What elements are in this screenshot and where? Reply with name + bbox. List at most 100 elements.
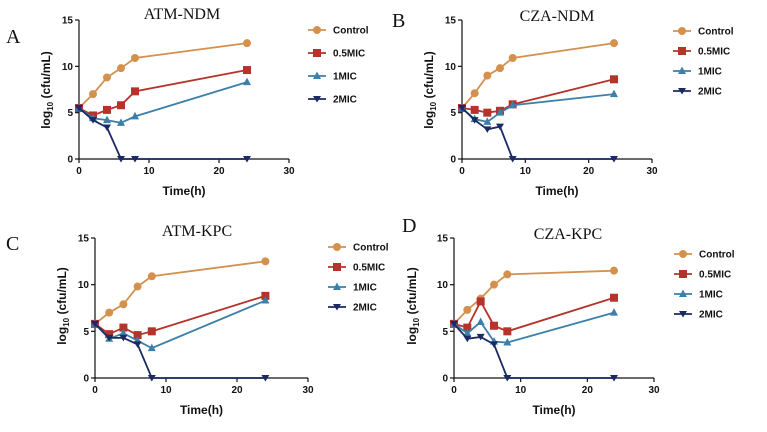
panel-label: A bbox=[6, 26, 21, 48]
legend-label-2mic: 2MIC bbox=[699, 310, 723, 321]
data-point-control bbox=[147, 272, 156, 281]
data-point-0-5mic bbox=[610, 75, 618, 84]
legend-label-0-5mic: 0.5MIC bbox=[698, 47, 730, 58]
series-line-2mic bbox=[78, 107, 247, 160]
chart-title: ATM-KPC bbox=[162, 223, 232, 240]
data-point-control bbox=[261, 257, 270, 266]
chart-panel-a: 0 5 10 15 0 10 20 30 Time(h) log10 (cfu/mL) ATM-ND… bbox=[6, 6, 369, 198]
data-point-control bbox=[243, 39, 251, 48]
legend-marker-0-5mic bbox=[333, 263, 341, 271]
data-point-2mic bbox=[496, 123, 504, 131]
x-tick-label: 0 bbox=[76, 166, 82, 177]
data-point-1mic bbox=[119, 328, 128, 337]
x-tick-label: 20 bbox=[583, 166, 595, 177]
data-point-control bbox=[117, 64, 125, 73]
data-point-0-5mic bbox=[133, 331, 142, 340]
legend-label-1mic: 1MIC bbox=[698, 67, 722, 78]
data-point-2mic bbox=[89, 117, 97, 124]
panel-label: D bbox=[402, 215, 416, 237]
data-point-1mic bbox=[476, 317, 485, 325]
data-point-1mic bbox=[261, 296, 270, 304]
x-tick-label: 0 bbox=[459, 166, 465, 177]
y-axis-label: log10 (cfu/mL) bbox=[422, 51, 438, 129]
legend-marker-1mic bbox=[679, 289, 687, 297]
series-line-control bbox=[94, 260, 266, 325]
legend-label-2mic: 2MIC bbox=[333, 95, 357, 106]
data-point-1mic bbox=[117, 118, 125, 126]
data-point-control bbox=[610, 266, 618, 275]
legend-label-0-5mic: 0.5MIC bbox=[353, 263, 385, 274]
data-point-2mic bbox=[91, 320, 99, 328]
series-line-1mic bbox=[453, 311, 615, 344]
x-tick-label: 0 bbox=[92, 385, 98, 396]
chart-title: CZA-NDM bbox=[520, 8, 595, 25]
data-point-0-5mic bbox=[117, 101, 125, 110]
data-point-control bbox=[463, 305, 472, 314]
data-point-2mic bbox=[610, 156, 618, 163]
panel-label: C bbox=[6, 233, 19, 255]
data-point-0-5mic bbox=[470, 105, 479, 114]
legend-marker-1mic bbox=[678, 66, 686, 74]
series-line-1mic bbox=[78, 81, 248, 124]
legend-label-1mic: 1MIC bbox=[333, 72, 357, 83]
series-line-2mic bbox=[94, 323, 266, 379]
y-tick-label: 15 bbox=[78, 234, 90, 245]
data-point-2mic bbox=[117, 156, 125, 163]
data-point-control bbox=[503, 270, 512, 279]
data-point-1mic bbox=[508, 100, 517, 109]
data-point-1mic bbox=[103, 115, 111, 124]
y-tick-label: 15 bbox=[62, 16, 74, 27]
data-point-control bbox=[496, 64, 504, 73]
x-tick-label: 20 bbox=[582, 385, 594, 396]
legend-label-control: Control bbox=[353, 243, 389, 254]
y-tick-label: 0 bbox=[83, 374, 89, 385]
x-tick-label: 0 bbox=[451, 385, 457, 396]
data-point-2mic bbox=[476, 333, 485, 341]
data-point-1mic bbox=[483, 117, 492, 125]
data-point-2mic bbox=[470, 117, 479, 124]
data-point-2mic bbox=[103, 124, 111, 131]
y-tick-label: 5 bbox=[450, 108, 456, 119]
legend-marker-1mic bbox=[313, 71, 321, 79]
data-point-control bbox=[483, 71, 492, 80]
legend-label-2mic: 2MIC bbox=[698, 87, 722, 98]
data-point-0-5mic bbox=[503, 327, 512, 336]
data-point-2mic bbox=[261, 375, 270, 382]
data-point-control bbox=[105, 308, 114, 317]
data-point-0-5mic bbox=[103, 105, 111, 114]
y-tick-label: 0 bbox=[442, 374, 448, 385]
y-tick-label: 15 bbox=[445, 16, 457, 27]
x-tick-label: 30 bbox=[648, 385, 660, 396]
data-point-0-5mic bbox=[131, 87, 139, 96]
legend-label-1mic: 1MIC bbox=[699, 290, 723, 301]
data-point-1mic bbox=[243, 77, 251, 86]
legend-label-0-5mic: 0.5MIC bbox=[333, 49, 365, 60]
chart-panel-c: 0 5 10 15 0 10 20 30 Time(h) log10 (cfu/mL) ATM-KP… bbox=[6, 223, 389, 417]
x-tick-label: 30 bbox=[283, 166, 295, 177]
data-point-2mic bbox=[610, 375, 618, 382]
legend-marker-2mic bbox=[678, 88, 686, 95]
legend-label-control: Control bbox=[698, 27, 734, 38]
data-point-1mic bbox=[496, 108, 504, 116]
chart-title: CZA-KPC bbox=[534, 226, 602, 243]
x-tick-label: 10 bbox=[520, 166, 532, 177]
data-point-2mic bbox=[119, 334, 128, 342]
legend-marker-2mic bbox=[333, 304, 341, 311]
chart-panel-b: 0 5 10 15 0 10 20 30 Time(h) log10 (cfu/mL) CZA-ND… bbox=[392, 8, 734, 198]
legend-label-1mic: 1MIC bbox=[353, 283, 377, 294]
data-point-control bbox=[508, 53, 517, 62]
legend-marker-2mic bbox=[313, 96, 321, 103]
data-point-0-5mic bbox=[105, 330, 114, 339]
x-axis-label: Time(h) bbox=[532, 403, 575, 417]
x-axis-label: Time(h) bbox=[162, 184, 205, 198]
data-point-control bbox=[131, 53, 139, 62]
y-tick-label: 10 bbox=[78, 280, 90, 291]
y-tick-label: 0 bbox=[67, 155, 73, 166]
data-point-0-5mic bbox=[261, 291, 270, 300]
data-point-0-5mic bbox=[463, 323, 472, 332]
x-tick-label: 10 bbox=[143, 166, 155, 177]
legend-marker-control bbox=[678, 27, 686, 35]
legend-label-control: Control bbox=[333, 26, 369, 37]
data-point-1mic bbox=[131, 111, 139, 120]
